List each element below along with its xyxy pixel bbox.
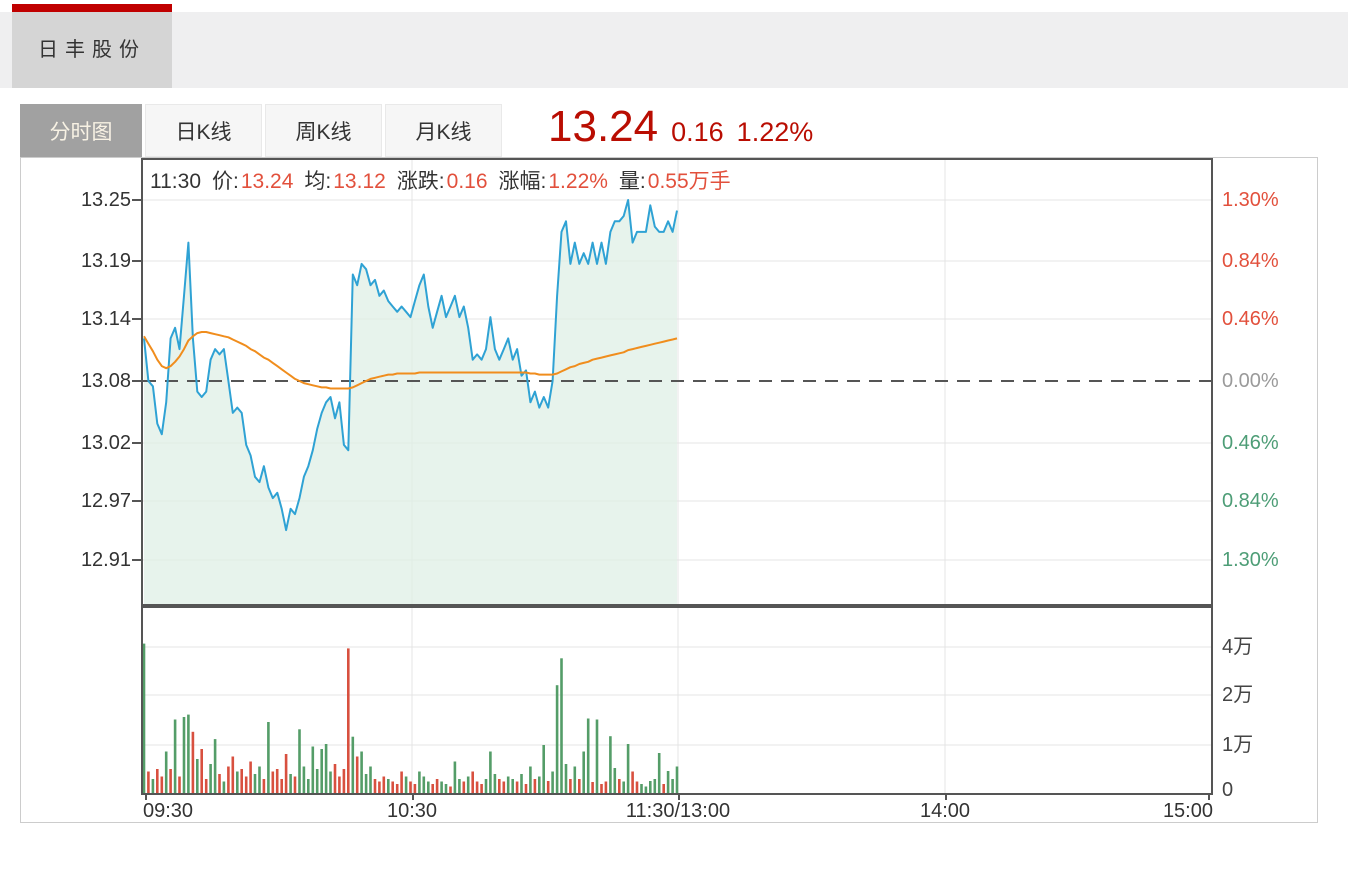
axis-tick — [678, 795, 680, 800]
volume-axis-label: 1万 — [1222, 734, 1254, 756]
price-axis-label: 13.25 — [80, 189, 131, 211]
time-axis-label: 15:00 — [1162, 800, 1213, 822]
axis-tick — [412, 795, 414, 800]
info-segment-6: 0.16 — [446, 170, 488, 193]
percent-axis-label: 0.46% — [1222, 308, 1279, 330]
volume-axis-label: 4万 — [1222, 636, 1254, 658]
time-axis-label: 10:30 — [386, 800, 438, 822]
info-segment-2: 13.24 — [240, 170, 294, 193]
info-segment-1: 价: — [212, 170, 239, 193]
price-axis-label: 13.19 — [80, 250, 131, 272]
axis-tick — [145, 795, 147, 800]
header-band — [0, 12, 1348, 88]
axis-tick — [132, 199, 141, 201]
axis-tick — [945, 795, 947, 800]
info-segment-8: 1.22% — [548, 170, 608, 193]
percent-axis-label: 0.00% — [1222, 370, 1279, 392]
tab-fenshi[interactable]: 分时图 — [20, 104, 142, 157]
percent-axis-label: 0.84% — [1222, 250, 1279, 272]
tab-week-k[interactable]: 周K线 — [265, 104, 382, 157]
info-segment-5: 涨跌: — [396, 170, 445, 193]
time-axis-label: 09:30 — [143, 800, 194, 822]
active-tab-indicator — [12, 4, 172, 12]
info-segment-3: 均: — [304, 170, 332, 193]
price-axis-label: 12.91 — [80, 549, 131, 571]
info-segment-9: 量: — [618, 170, 646, 193]
info-segment-0: 11:30 — [150, 170, 201, 193]
axis-tick — [1208, 795, 1210, 800]
time-axis-label: 14:00 — [919, 800, 971, 822]
time-axis-label: 11:30/13:00 — [625, 800, 731, 822]
price-axis-label: 13.02 — [80, 432, 131, 454]
axis-tick — [132, 318, 141, 320]
tab-day-k[interactable]: 日K线 — [145, 104, 262, 157]
price-chart[interactable] — [141, 158, 1213, 606]
axis-tick — [132, 500, 141, 502]
axis-tick — [132, 442, 141, 444]
volume-axis-label: 0 — [1222, 779, 1234, 801]
chart-type-tabs: 分时图 日K线 周K线 月K线 — [20, 104, 502, 157]
info-segment-4: 13.12 — [333, 170, 386, 193]
axis-tick — [132, 260, 141, 262]
stock-name-label: 日丰股份 — [38, 39, 146, 61]
price-change-percent: 1.22% — [736, 117, 814, 147]
price-change: 0.16 — [671, 117, 724, 147]
last-price: 13.24 — [548, 102, 659, 151]
quote-summary: 13.24 0.16 1.22% — [548, 102, 813, 154]
price-axis-label: 13.08 — [80, 370, 131, 392]
price-axis-label: 13.14 — [80, 308, 131, 330]
axis-tick — [132, 380, 141, 382]
price-axis-label: 12.97 — [80, 490, 131, 512]
crosshair-info-line: 11:30 价:13.24 均:13.12 涨跌:0.16 涨幅:1.22% 量:0.55… — [150, 165, 733, 193]
percent-axis-label: 0.84% — [1222, 490, 1279, 512]
volume-chart[interactable] — [141, 606, 1213, 795]
percent-axis-label: 1.30% — [1222, 549, 1279, 571]
info-segment-7: 涨幅: — [498, 170, 547, 193]
axis-tick — [132, 559, 141, 561]
tab-month-k[interactable]: 月K线 — [385, 104, 502, 157]
percent-axis-label: 0.46% — [1222, 432, 1279, 454]
percent-axis-label: 1.30% — [1222, 189, 1279, 211]
info-segment-10: 0.55万手 — [647, 170, 731, 193]
stock-name-tab[interactable]: 日丰股份 — [12, 12, 172, 88]
volume-axis-label: 2万 — [1222, 684, 1254, 706]
